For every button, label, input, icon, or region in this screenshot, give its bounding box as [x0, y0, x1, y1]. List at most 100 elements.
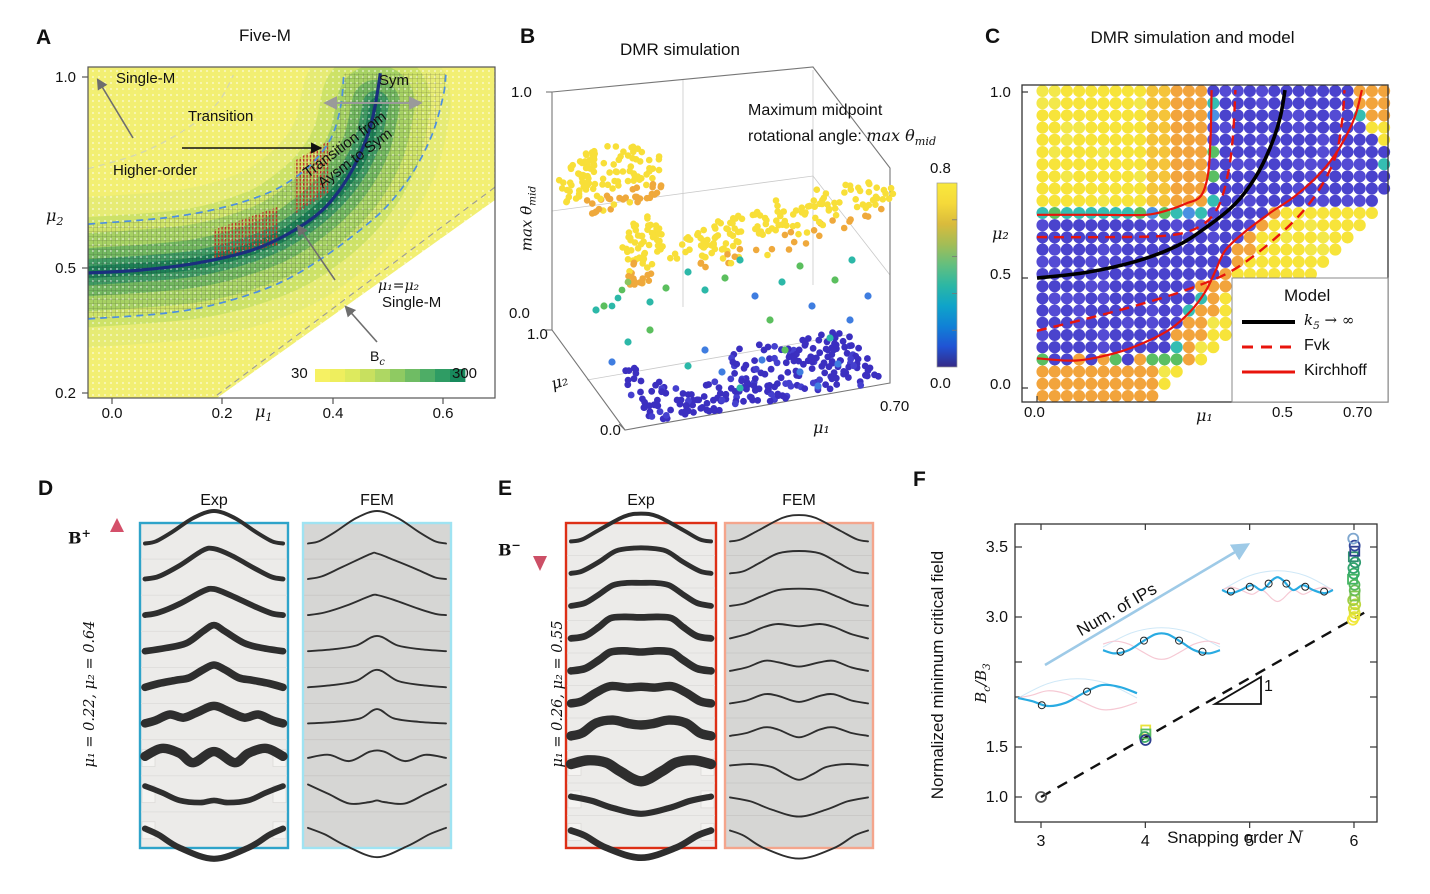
- phase-dot: [1317, 145, 1330, 159]
- phase-dot: [1182, 304, 1195, 317]
- scatter-dot: [606, 169, 613, 176]
- scatter-dot: [563, 186, 571, 194]
- scatter-dot-low: [682, 407, 690, 415]
- scatter-dot-low: [804, 357, 812, 365]
- phase-dot: [1048, 389, 1061, 403]
- scatter-dot-low: [637, 388, 644, 396]
- beam-shape: [567, 613, 715, 642]
- panel-f-xlabel: Snapping order N: [1167, 828, 1303, 848]
- scatter-dot: [646, 165, 653, 172]
- scatter-dot: [754, 223, 761, 230]
- phase-dot: [1121, 109, 1134, 122]
- phase-dot: [1134, 97, 1147, 110]
- phase-dot: [1317, 170, 1330, 183]
- scatter-dot-low: [782, 394, 789, 402]
- phase-dot: [1219, 328, 1232, 342]
- phase-dot: [1121, 280, 1134, 293]
- beam-shape: [142, 545, 286, 582]
- beam-shape: [141, 825, 287, 862]
- beam-shape: [567, 793, 715, 817]
- phase-dot: [1231, 219, 1244, 232]
- scatter-dot: [831, 199, 838, 207]
- phase-dot: [1256, 231, 1269, 244]
- scatter-dot: [646, 194, 654, 202]
- phase-dot: [1158, 231, 1171, 244]
- beam-shape: [566, 715, 716, 741]
- scatter-dot: [579, 171, 587, 179]
- phase-dot: [1048, 304, 1061, 317]
- phase-dot: [1292, 255, 1305, 268]
- phase-dot: [1292, 121, 1305, 134]
- scatter-dot-low: [771, 343, 778, 350]
- phase-dot: [1329, 109, 1342, 122]
- panel-a-letter: A: [36, 26, 52, 49]
- panel-d-exp-header: Exp: [200, 492, 228, 509]
- scatter-dot: [658, 231, 665, 238]
- scatter-dot-low: [750, 382, 758, 390]
- phase-dot: [1219, 316, 1232, 329]
- phase-dot: [1048, 255, 1061, 268]
- data-point-circle: [1035, 791, 1047, 803]
- panel-d-fem-header: FEM: [360, 492, 394, 509]
- phase-dot: [1170, 328, 1183, 342]
- phase-dot: [1134, 109, 1147, 122]
- data-point-circle: [1348, 606, 1361, 619]
- beam-shape: [307, 668, 447, 689]
- phase-dot: [1182, 341, 1195, 354]
- phase-dot: [1158, 194, 1171, 207]
- phase-dot: [1195, 133, 1208, 146]
- scatter-dot: [772, 226, 779, 234]
- panel-d-letter: D: [38, 477, 54, 500]
- phase-dot: [1219, 304, 1232, 317]
- colorbar-a-segment: [390, 369, 406, 382]
- scatter-dot: [878, 205, 885, 213]
- panel-c-letter: C: [985, 25, 1001, 48]
- phase-dot: [1097, 341, 1110, 354]
- phase-dot: [1219, 231, 1232, 244]
- phase-dot: [1085, 292, 1098, 305]
- scatter-dot: [729, 232, 737, 239]
- scatter-dot-low: [632, 370, 640, 377]
- phase-dot: [1231, 158, 1244, 171]
- phase-dot: [1073, 341, 1086, 354]
- phase-dot: [1109, 97, 1122, 110]
- phase-dot: [1292, 243, 1305, 256]
- scatter-dot: [724, 251, 731, 258]
- phase-dot: [1121, 158, 1134, 171]
- scatter-dot: [840, 224, 848, 232]
- phase-dot: [1048, 328, 1061, 342]
- phase-dot: [1243, 231, 1256, 244]
- phase-dot: [1231, 170, 1244, 183]
- phase-dot: [1170, 97, 1183, 110]
- panel-c-xtick-05: 0.5: [1272, 404, 1293, 421]
- phase-dot: [1134, 121, 1147, 134]
- scatter-dot-sparse: [781, 346, 789, 354]
- scatter-dot-low: [855, 344, 862, 352]
- phase-dot: [1073, 316, 1086, 329]
- phase-dot: [1280, 255, 1293, 268]
- phase-dot: [1085, 389, 1098, 403]
- phase-dot: [1134, 170, 1147, 183]
- scatter-dot-low: [828, 358, 836, 365]
- beam-shape: [567, 646, 715, 675]
- scatter-dot-low: [846, 333, 853, 341]
- phase-dot: [1036, 145, 1049, 159]
- phase-dot: [1365, 158, 1378, 171]
- phase-dot: [1121, 377, 1134, 390]
- scatter-dot: [700, 226, 707, 234]
- colorbar-a-segment: [435, 369, 451, 382]
- phase-dot: [1353, 145, 1366, 159]
- phase-dot: [1243, 97, 1256, 110]
- panel-c-title: DMR simulation and model: [1090, 28, 1295, 47]
- scatter-dot: [729, 242, 737, 250]
- x-tick-label: 3: [1037, 833, 1046, 850]
- scatter-dot: [752, 246, 760, 254]
- scatter-dot-low: [782, 359, 790, 367]
- scatter-dot: [751, 211, 759, 218]
- phase-dot: [1243, 243, 1256, 256]
- phase-dot: [1048, 133, 1061, 146]
- phase-dot: [1353, 182, 1366, 195]
- phase-dot: [1097, 389, 1110, 403]
- phase-dot: [1036, 182, 1049, 195]
- phase-dot: [1073, 219, 1086, 232]
